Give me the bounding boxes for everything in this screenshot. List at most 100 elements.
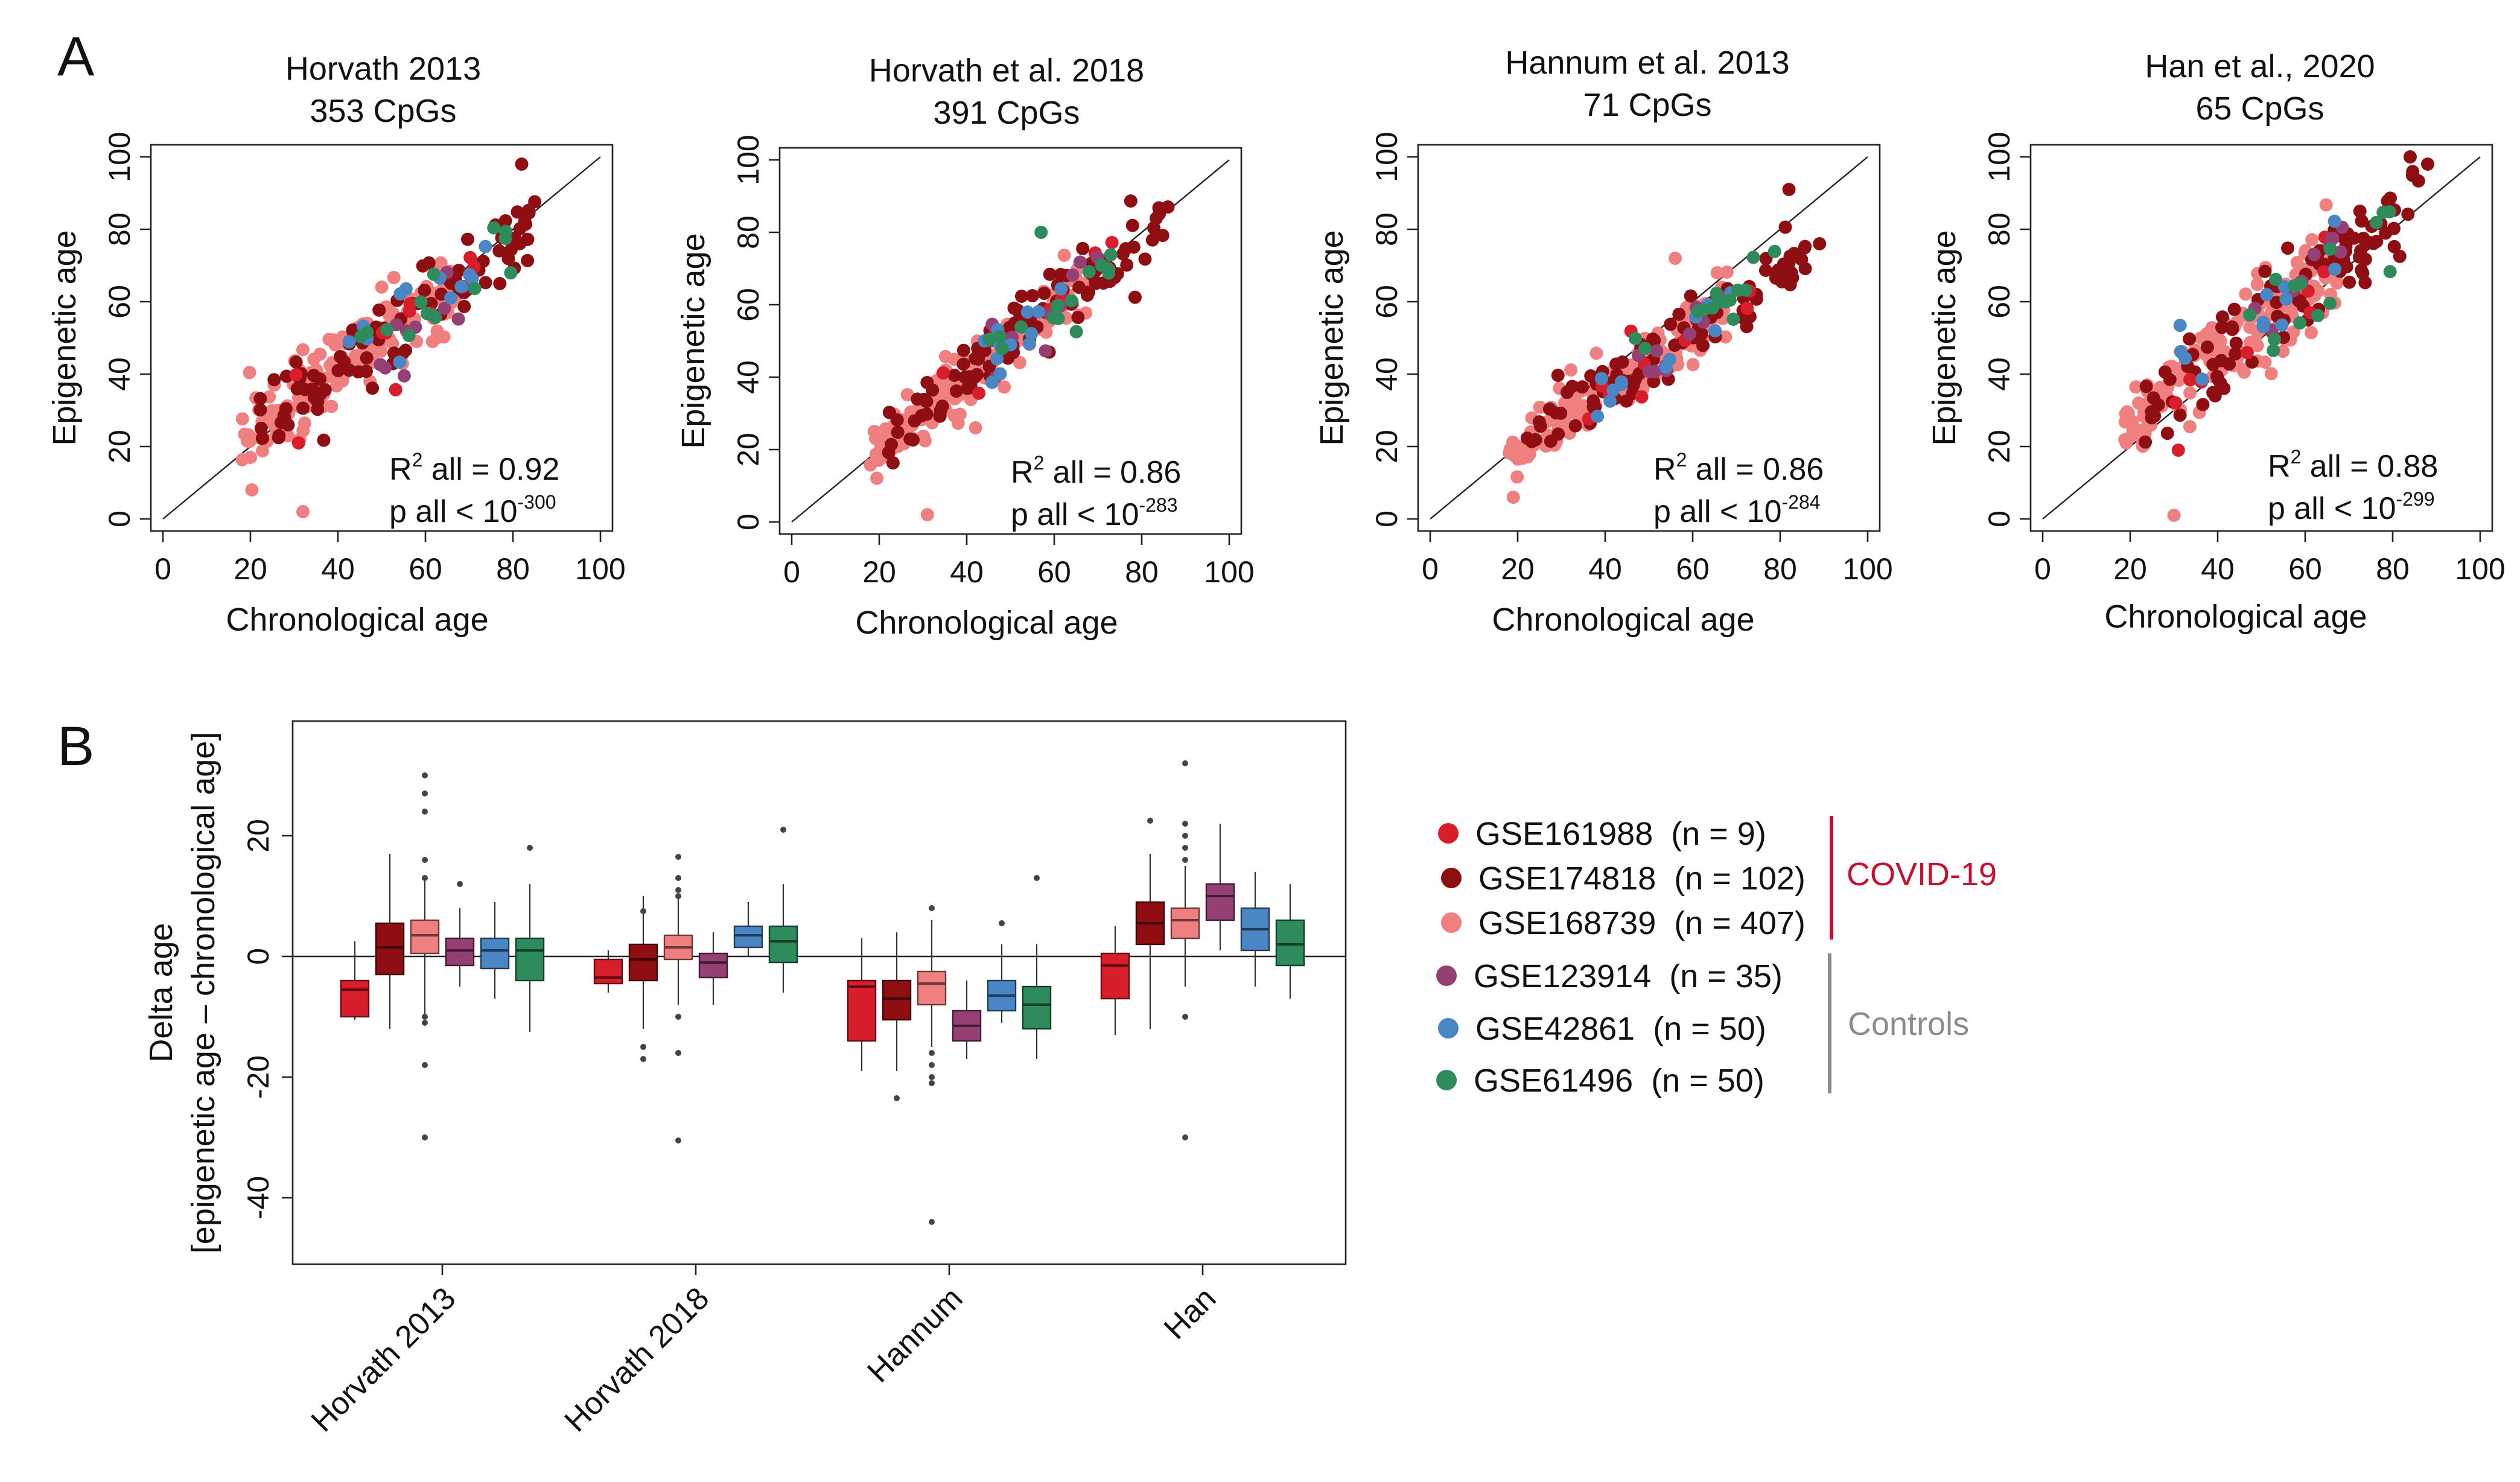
data-point-GSE61496	[1739, 283, 1752, 297]
y-tick-label: 0	[1370, 510, 1404, 527]
data-point-GSE174818	[1037, 287, 1051, 301]
box-GSE61496	[515, 937, 545, 982]
data-point-GSE42861	[1031, 305, 1045, 319]
x-tick-label: 80	[2376, 552, 2410, 586]
data-point-GSE174818	[2381, 194, 2394, 208]
data-point-GSE174818	[2343, 275, 2356, 289]
data-point-GSE42861	[985, 375, 999, 389]
data-point-GSE174818	[255, 431, 269, 445]
data-point-GSE42861	[1591, 409, 1605, 423]
data-point-GSE174818	[253, 403, 267, 417]
data-point-GSE161988	[2169, 396, 2183, 410]
data-point-GSE174818	[2213, 376, 2227, 390]
data-point-GSE42861	[2275, 318, 2289, 332]
box-GSE161988	[847, 979, 877, 1042]
data-point-GSE168739	[2250, 278, 2264, 291]
data-point-GSE168739	[920, 508, 934, 521]
data-point-GSE61496	[1069, 325, 1083, 339]
data-point-GSE61496	[1064, 294, 1078, 308]
data-point-GSE161988	[1105, 235, 1119, 249]
data-point-GSE123914	[2324, 232, 2338, 246]
covid-group-label: COVID-19	[1847, 856, 1997, 892]
data-point-GSE168739	[2183, 420, 2197, 434]
data-point-GSE174818	[1014, 289, 1028, 303]
box-outlier	[929, 1219, 935, 1225]
data-point-GSE168739	[1720, 265, 1734, 279]
box-outlier	[1182, 833, 1188, 839]
box-outlier	[675, 1050, 681, 1056]
data-point-GSE161988	[936, 366, 950, 380]
data-point-GSE174818	[275, 416, 288, 430]
data-point-GSE174818	[961, 381, 975, 395]
data-point-GSE168739	[244, 451, 257, 464]
box-outlier	[422, 1134, 428, 1140]
data-point-GSE168739	[296, 505, 310, 518]
x-tick-label: 0	[2034, 552, 2051, 586]
data-point-GSE61496	[2268, 332, 2282, 346]
y-tick-label: 0	[731, 514, 765, 530]
data-point-GSE161988	[289, 368, 303, 382]
x-tick-label: 40	[2201, 552, 2235, 586]
scatter-panel-3: Hannum et al. 2013 71 CpGs 0 20 40 60 80 1000…	[1314, 45, 1893, 638]
data-point-GSE61496	[993, 329, 1007, 343]
data-point-GSE174818	[1813, 237, 1827, 250]
data-point-GSE174818	[501, 252, 515, 266]
data-point-GSE174818	[1043, 267, 1057, 281]
data-point-GSE174818	[2226, 322, 2239, 336]
data-point-GSE174818	[935, 399, 949, 413]
x-tick-label: 40	[950, 555, 984, 589]
data-point-GSE174818	[493, 277, 507, 291]
scatter-3-ticks: 0 20 40 60 80 100 0 20 40 60 80 100	[1370, 132, 1893, 586]
scatter-panel-1: Horvath 2013 353 CpGs 0 20 40 60 80 100 0 20 40 6…	[46, 51, 626, 638]
scatter-3-title: Hannum et al. 2013	[1505, 45, 1789, 81]
x-tick-label: 100	[1842, 552, 1892, 586]
data-point-GSE168739	[969, 421, 982, 434]
y-tick-label: 100	[1370, 132, 1404, 182]
data-point-GSE174818	[333, 350, 347, 364]
scatter-2-points	[864, 194, 1175, 521]
data-point-GSE168739	[938, 389, 952, 403]
data-point-GSE61496	[1014, 320, 1028, 334]
y-tick-label: -20	[241, 1055, 275, 1099]
controls-group-label: Controls	[1848, 1006, 1969, 1042]
legend-marker-GSE168739	[1441, 912, 1462, 933]
data-point-GSE161988	[2240, 346, 2254, 360]
data-point-GSE174818	[1626, 378, 1640, 392]
data-point-GSE168739	[245, 483, 259, 497]
data-point-GSE168739	[2276, 345, 2290, 358]
data-point-GSE61496	[468, 282, 482, 296]
data-point-GSE123914	[1073, 255, 1087, 269]
box-outlier	[1182, 821, 1188, 827]
data-point-GSE174818	[2215, 310, 2229, 324]
data-point-GSE61496	[1102, 266, 1116, 280]
data-point-GSE42861	[1025, 326, 1039, 340]
data-point-GSE168739	[243, 366, 256, 380]
data-point-GSE61496	[1104, 248, 1118, 262]
x-tick-label: 100	[2455, 552, 2505, 586]
data-point-GSE168739	[1589, 346, 1603, 360]
data-point-GSE174818	[917, 392, 931, 406]
data-point-GSE123914	[1682, 327, 1696, 341]
data-point-GSE42861	[1614, 375, 1628, 389]
data-point-GSE42861	[479, 240, 492, 253]
data-point-GSE174818	[289, 355, 303, 369]
box-GSE42861	[733, 925, 763, 949]
data-point-GSE61496	[504, 266, 518, 280]
data-point-GSE168739	[1013, 355, 1026, 369]
box-GSE123914	[698, 952, 728, 979]
data-point-GSE42861	[993, 367, 1007, 381]
data-point-GSE168739	[1521, 450, 1535, 464]
data-point-GSE174818	[2206, 358, 2220, 372]
data-point-GSE174818	[418, 284, 431, 297]
data-point-GSE168739	[328, 338, 342, 352]
scatter-2-p-stat: p all < 10-283	[1011, 494, 1178, 532]
x-tick-label: 60	[1676, 552, 1710, 586]
data-point-GSE168739	[900, 387, 914, 401]
data-point-GSE123914	[2308, 247, 2321, 261]
box-GSE61496	[768, 925, 798, 964]
box-GSE161988	[593, 958, 623, 985]
scatter-4-plot-frame	[2029, 144, 2493, 532]
data-point-GSE61496	[982, 332, 996, 346]
y-tick-label: 40	[1982, 357, 2016, 391]
data-point-GSE61496	[1719, 295, 1732, 309]
